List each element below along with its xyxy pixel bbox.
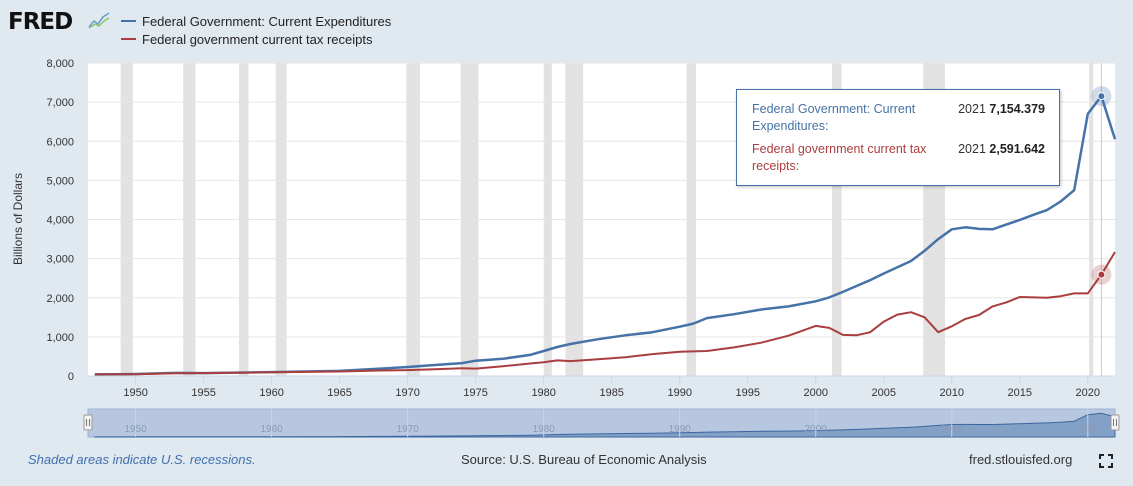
- navigator-label: 2020: [1077, 424, 1100, 435]
- navigator-handle-left[interactable]: [83, 414, 93, 431]
- navigator[interactable]: 1950 1960 1970 1980 1990 2000 2010 2020: [83, 408, 1120, 438]
- y-tick-label: 0: [68, 371, 74, 383]
- tooltip-year: 2021: [958, 142, 986, 156]
- y-axis-ticks: 0 1,000 2,000 3,000 4,000 5,000 6,000 7,000 8,00…: [46, 58, 74, 383]
- x-tick-label: 2000: [803, 387, 827, 399]
- x-tick-label: 1970: [395, 387, 419, 399]
- x-tick-label: 1965: [327, 387, 351, 399]
- tooltip-year: 2021: [958, 102, 986, 116]
- x-tick-label: 1995: [735, 387, 759, 399]
- navigator-label: 1950: [124, 424, 147, 435]
- y-tick-label: 7,000: [46, 97, 74, 109]
- site-link[interactable]: fred.stlouisfed.org: [969, 452, 1073, 467]
- x-tick-label: 2015: [1008, 387, 1032, 399]
- receipts-line: [94, 251, 1116, 376]
- source-text: Source: U.S. Bureau of Economic Analysis: [461, 452, 707, 467]
- data-tooltip: Federal Government: Current Expenditures…: [736, 89, 1060, 186]
- y-axis-title: Billions of Dollars: [11, 173, 25, 265]
- legend-swatch-blue: [121, 20, 136, 22]
- legend-swatch-red: [121, 38, 136, 40]
- navigator-label: 1960: [261, 424, 284, 435]
- fred-logo[interactable]: FRED: [8, 9, 73, 35]
- navigator-label: 2000: [805, 424, 828, 435]
- legend-label-receipts: Federal government current tax receipts: [142, 31, 373, 47]
- navigator-label: 1980: [533, 424, 556, 435]
- y-tick-label: 8,000: [46, 58, 74, 70]
- chart-legend: Federal Government: Current Expenditures…: [121, 12, 391, 48]
- x-tick-label: 1980: [531, 387, 555, 399]
- legend-label-expenditures: Federal Government: Current Expenditures: [142, 13, 392, 29]
- navigator-label: 1970: [397, 424, 420, 435]
- x-tick-label: 2010: [940, 387, 964, 399]
- tooltip-number: 2,591.642: [989, 142, 1045, 156]
- line-chart-icon: [88, 12, 110, 29]
- legend-item-receipts[interactable]: Federal government current tax receipts: [121, 30, 391, 48]
- navigator-handle-right[interactable]: [1110, 414, 1120, 431]
- x-tick-label: 1955: [191, 387, 215, 399]
- hover-point: [1097, 270, 1106, 279]
- x-tick-label: 1960: [259, 387, 283, 399]
- hover-point: [1097, 92, 1106, 101]
- hover-markers: [1091, 86, 1112, 285]
- x-tick-label: 1950: [123, 387, 147, 399]
- fullscreen-icon[interactable]: [1099, 454, 1113, 468]
- x-tick-label: 2020: [1076, 387, 1100, 399]
- tooltip-series-name: Federal Government: Current Expenditures…: [752, 102, 916, 133]
- tooltip-row-receipts: Federal government current tax receipts:…: [752, 141, 1045, 175]
- tooltip-series-name: Federal government current tax receipts:: [752, 142, 927, 173]
- x-tick-label: 2005: [872, 387, 896, 399]
- x-tick-label: 1985: [599, 387, 623, 399]
- navigator-label: 2010: [941, 424, 964, 435]
- navigator-series: [94, 412, 1116, 438]
- expenditures-line: [94, 94, 1117, 376]
- y-tick-label: 5,000: [46, 175, 74, 187]
- y-tick-label: 2,000: [46, 293, 74, 305]
- navigator-label: 1990: [669, 424, 692, 435]
- tooltip-value: 2021 2,591.642: [958, 141, 1045, 175]
- y-tick-label: 1,000: [46, 332, 74, 344]
- y-tick-label: 6,000: [46, 136, 74, 148]
- recession-note-link[interactable]: Shaded areas indicate U.S. recessions.: [28, 452, 256, 467]
- x-tick-label: 1990: [667, 387, 691, 399]
- x-axis-ticks: 1950 1955 1960 1965 1970 1975 1980 1985 1990 1995…: [88, 375, 1115, 399]
- tooltip-value: 2021 7,154.379: [958, 101, 1045, 135]
- tooltip-number: 7,154.379: [989, 102, 1045, 116]
- y-tick-label: 4,000: [46, 215, 74, 227]
- tooltip-row-expenditures: Federal Government: Current Expenditures…: [752, 101, 1045, 135]
- y-tick-label: 3,000: [46, 254, 74, 266]
- series-lines: [94, 94, 1117, 376]
- x-tick-label: 1975: [463, 387, 487, 399]
- legend-item-expenditures[interactable]: Federal Government: Current Expenditures: [121, 12, 391, 30]
